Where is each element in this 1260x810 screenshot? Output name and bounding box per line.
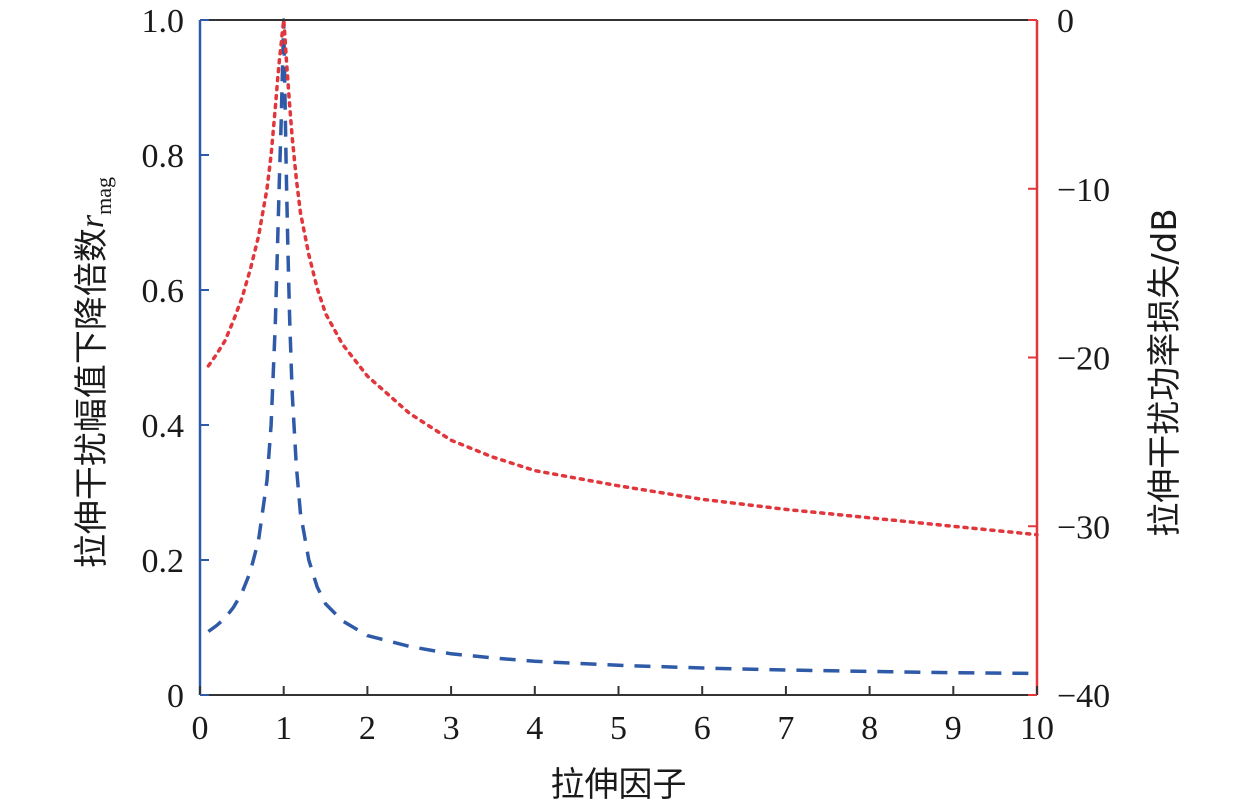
x-tick-label: 5 (610, 710, 627, 747)
power-loss-series (206, 18, 1039, 537)
x-tick-label: 1 (275, 710, 292, 747)
x-tick-label: 2 (359, 710, 376, 747)
magnitude-ratio-series (207, 18, 1038, 676)
x-tick-label: 8 (861, 710, 878, 747)
x-tick-label: 9 (945, 710, 962, 747)
left-y-tick-label: 0.2 (142, 543, 185, 580)
right-y-tick-label: 0 (1057, 3, 1074, 40)
plot-area (206, 18, 1039, 676)
right-y-axis-title: 拉伸干扰功率损失/dB (1145, 208, 1185, 536)
right-y-tick-label: −40 (1057, 678, 1110, 715)
left-y-axis-title: 拉伸干扰幅值下降倍数rmag (72, 177, 116, 568)
x-tick-label: 0 (192, 710, 209, 747)
left-y-tick-label: 0.4 (142, 408, 185, 445)
x-tick-label: 7 (777, 710, 794, 747)
x-axis-title: 拉伸因子 (551, 765, 687, 805)
left-y-axis-title-symbol: r (74, 214, 111, 228)
left-y-axis-title-subscript: mag (91, 177, 116, 215)
labels: 拉伸因子 拉伸干扰幅值下降倍数rmag 拉伸干扰功率损失/dB (72, 177, 1185, 805)
x-tick-label: 3 (443, 710, 460, 747)
left-y-axis-title-text: 拉伸干扰幅值下降倍数 (72, 228, 112, 568)
left-y-tick-label: 0.8 (142, 138, 185, 175)
axes: 0 1 2 3 4 5 6 7 8 9 10 0 0.2 0.4 0.6 0.8 1.0 −40 −30 −20 −10… (142, 3, 1111, 747)
right-y-tick-label: −30 (1057, 509, 1110, 546)
x-tick-label: 4 (526, 710, 543, 747)
x-tick-label: 6 (694, 710, 711, 747)
left-y-tick-label: 0 (167, 678, 184, 715)
right-y-tick-label: −20 (1057, 341, 1110, 378)
left-y-tick-label: 1.0 (142, 3, 185, 40)
left-y-tick-label: 0.6 (142, 273, 185, 310)
x-tick-label: 10 (1020, 710, 1054, 747)
right-y-tick-label: −10 (1057, 172, 1110, 209)
